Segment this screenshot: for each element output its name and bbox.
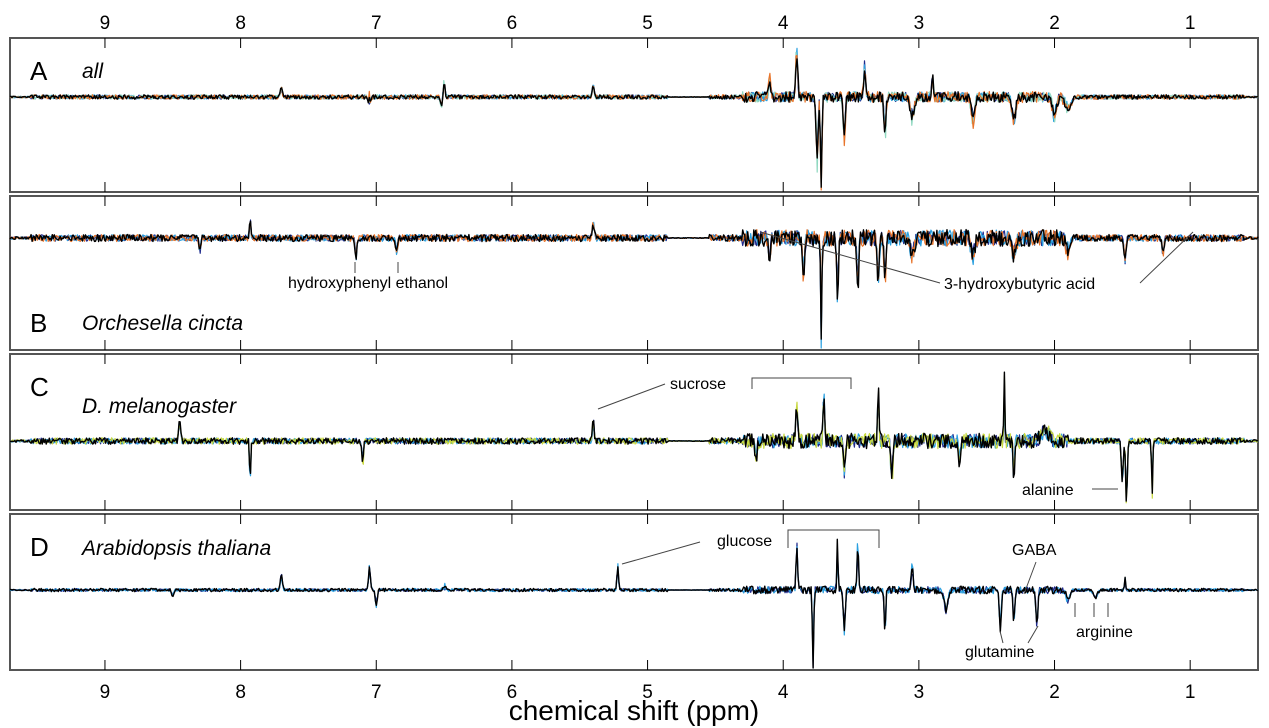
- bottom-tick-labels: 9 8 7 6 5 4 3 2 1: [100, 682, 1196, 703]
- panel-b-letter: B: [30, 308, 47, 338]
- annotation-glucose: glucose: [717, 533, 772, 550]
- tick-label-top-2: 2: [1049, 13, 1060, 34]
- panel-b-frame: [9, 195, 1259, 351]
- tick-label-top-4: 4: [778, 13, 789, 34]
- panel-d-spectrum-0: [9, 542, 1259, 669]
- panel-d-frame: [9, 513, 1259, 671]
- spectra-group: [9, 47, 1259, 669]
- panel-c-frame: [9, 353, 1259, 511]
- tick-label-top-8: 8: [235, 13, 246, 34]
- tick-label-bottom-7: 7: [371, 682, 382, 703]
- panel-d-letter: D: [30, 532, 49, 562]
- x-axis-label: chemical shift (ppm): [509, 695, 760, 726]
- tick-label-top-5: 5: [642, 13, 653, 34]
- panel-a-letter: A: [30, 56, 48, 86]
- panel-c-name: D. melanogaster: [82, 395, 237, 418]
- top-tick-labels: 9 8 7 6 5 4 3 2 1: [100, 13, 1196, 34]
- panel-a-spectrum-4: [9, 58, 1259, 188]
- tick-label-top-1: 1: [1185, 13, 1196, 34]
- tick-label-bottom-1: 1: [1185, 682, 1196, 703]
- panel-c-spectrum-3: [9, 371, 1259, 502]
- annotation-sucrose: sucrose: [670, 376, 726, 393]
- annotation-3-hydroxybutyric-acid: 3-hydroxybutyric acid: [944, 276, 1095, 293]
- tick-label-top-7: 7: [371, 13, 382, 34]
- hba-leader-2: [1139, 231, 1194, 284]
- panel-a-spectrum-3: [9, 54, 1259, 191]
- panel-d-spectrum-2: [9, 538, 1259, 669]
- panel-a-name: all: [82, 60, 104, 83]
- tick-label-top-6: 6: [507, 13, 518, 34]
- annotation-arginine: arginine: [1076, 624, 1133, 641]
- tick-label-top-9: 9: [100, 13, 111, 34]
- panel-b-spectrum-3: [9, 220, 1259, 340]
- annotation-alanine: alanine: [1022, 482, 1074, 499]
- tick-label-top-3: 3: [914, 13, 925, 34]
- tick-label-bottom-4: 4: [778, 682, 789, 703]
- panel-a-frame: [9, 37, 1259, 193]
- annotation-gaba: GABA: [1012, 542, 1057, 559]
- annotation-leaders: [354, 231, 1194, 644]
- tick-label-bottom-2: 2: [1049, 682, 1060, 703]
- hba-leader-1: [759, 231, 941, 284]
- panel-c-letter: C: [30, 372, 49, 402]
- sucrose-leader-main: [597, 383, 666, 410]
- annotation-hydroxyphenyl-ethanol: hydroxyphenyl ethanol: [288, 275, 448, 292]
- glucose-bracket: [787, 529, 880, 548]
- tick-label-bottom-9: 9: [100, 682, 111, 703]
- sucrose-bracket: [751, 377, 852, 389]
- panel-d-name: Arabidopsis thaliana: [80, 537, 271, 560]
- panel-b-name: Orchesella cincta: [82, 312, 243, 335]
- tick-label-bottom-8: 8: [235, 682, 246, 703]
- tick-group: [104, 38, 1191, 670]
- panel-a-spectrum-2: [9, 51, 1259, 182]
- glutamine-leader-2: [1027, 625, 1039, 644]
- tick-label-bottom-3: 3: [914, 682, 925, 703]
- panel-a-spectrum-1: [9, 47, 1259, 170]
- tick-label-bottom-6: 6: [507, 682, 518, 703]
- gaba-leader: [1023, 561, 1037, 595]
- glucose-leader-main: [621, 541, 701, 565]
- glutamine-leader-1: [999, 630, 1004, 644]
- tick-label-bottom-5: 5: [642, 682, 653, 703]
- annotation-glutamine: glutamine: [965, 644, 1034, 661]
